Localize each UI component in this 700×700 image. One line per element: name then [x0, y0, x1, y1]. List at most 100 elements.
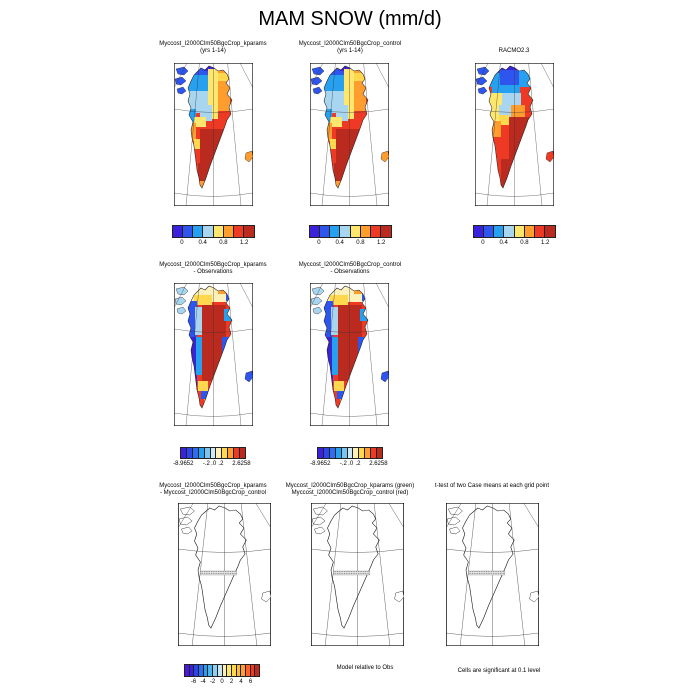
- colorbar-cell: [217, 665, 223, 676]
- colorbar-tick-label: -6: [190, 679, 197, 685]
- colorbar-cell: [222, 665, 228, 676]
- colorbar-cell: [199, 665, 204, 676]
- colorbar-tick-label: -2: [209, 679, 216, 685]
- colorbar-ticks-row3-1: -6 -4 -2 0 2 4 6: [184, 679, 260, 687]
- panel-title-row1-col1: Myccost_I2000Clm50BgcCrop_kparams (yrs 1-…: [159, 41, 266, 55]
- colorbar-tick-label: .2: [355, 461, 361, 467]
- colorbar-cell: [371, 226, 382, 237]
- colorbar-tick-label: .0: [348, 461, 354, 467]
- panel-title-row3-col2: Myccost_I2000Clm50BgcCrop_kparams (green…: [286, 483, 414, 497]
- colorbar-cell: [535, 226, 546, 237]
- colorbar-tick-label: 0: [220, 679, 224, 685]
- colorbar-ticks-row2-1: -8.9652 -.2.0.2 2.6258: [173, 461, 250, 469]
- colorbar-row1-2: [308, 225, 392, 238]
- panel-title-line: Myccost_I2000Clm50BgcCrop_control: [298, 41, 402, 47]
- colorbar-cell: [244, 226, 254, 237]
- colorbar-cell: [227, 665, 232, 676]
- colorbar-cell: [222, 448, 229, 458]
- colorbar-cell: [377, 448, 382, 458]
- figure-title: MAM SNOW (mm/d): [258, 8, 442, 30]
- colorbar-row2-1: [180, 447, 246, 459]
- panel-title-row3-col1: Myccost_I2000Clm50BgcCrop_kparams - Mycco…: [159, 483, 266, 497]
- colorbar-cell: [186, 448, 193, 458]
- colorbar-cell: [473, 226, 484, 237]
- panel-title-line: Myccost_I2000Clm50BgcCrop_kparams: [159, 41, 267, 47]
- colorbar-cell: [347, 448, 354, 458]
- map-row3-col1-outline: [178, 503, 271, 646]
- panel-title-line: Myccost_I2000Clm50BgcCrop_kparams (green…: [285, 483, 415, 489]
- panel-title-row2-col1: Myccost_I2000Clm50BgcCrop_kparams - Obser…: [159, 262, 266, 276]
- colorbar-cell: [182, 226, 193, 237]
- panel-title-line: - Myccost_I2000Clm50BgcCrop_control: [159, 490, 267, 496]
- colorbar-cell: [189, 665, 195, 676]
- map-row3-col3-outline: [446, 503, 539, 646]
- colorbar-cell: [204, 448, 211, 458]
- colorbar-tick-label: 0.8: [520, 240, 529, 246]
- colorbar-row3-1: [184, 664, 260, 677]
- colorbar-cell: [353, 448, 360, 458]
- colorbar-cell: [223, 226, 234, 237]
- colorbar-tick-label: 4: [239, 679, 243, 685]
- colorbar-cell: [381, 226, 391, 237]
- colorbar-cell: [210, 448, 217, 458]
- colorbar-cell: [181, 448, 187, 458]
- colorbar-tick-label: -4: [200, 679, 206, 685]
- panel-title-line: Myccost_I2000Clm50BgcCrop_control (red): [291, 490, 409, 496]
- panel-title-row3-col3: t-test of two Case means at each grid po…: [435, 483, 549, 490]
- colorbar-cell: [203, 665, 209, 676]
- colorbar-tick-label: .2: [218, 461, 224, 467]
- colorbar-tick-label: 0.8: [356, 240, 365, 246]
- colorbar-cell: [185, 665, 190, 676]
- colorbar-tick-label: 6: [248, 679, 253, 685]
- colorbar-cell: [234, 448, 241, 458]
- panel-title-line: Myccost_I2000Clm50BgcCrop_kparams: [159, 483, 267, 489]
- colorbar-tick-label: 0.4: [499, 240, 508, 246]
- map-row1-col3-racmo: [475, 63, 554, 206]
- colorbar-cell: [350, 226, 361, 237]
- panel-title-line: (yrs 1-14): [337, 48, 363, 54]
- colorbar-tick-label: 0.4: [335, 240, 344, 246]
- colorbar-tick-label: -.2: [202, 461, 210, 467]
- colorbar-tick-label: 0: [481, 240, 485, 246]
- map-row3-col2-outline: [311, 503, 404, 646]
- colorbar-cell: [329, 448, 336, 458]
- map-canvas: [178, 503, 271, 646]
- colorbar-cell: [545, 226, 555, 237]
- panel-title-row1-col2: Myccost_I2000Clm50BgcCrop_control (yrs 1-…: [299, 41, 401, 55]
- colorbar-tick-label: 1.2: [376, 240, 386, 246]
- colorbar-cell: [483, 226, 494, 237]
- colorbar-cell: [245, 665, 251, 676]
- caption-model-relative-to-obs: Model relative to Obs: [336, 665, 394, 671]
- colorbar-cell: [360, 226, 371, 237]
- colorbar-row1-1: [171, 225, 255, 238]
- map-row2-col1-diff: [174, 283, 253, 426]
- colorbar-tick-label: 0.4: [198, 240, 207, 246]
- colorbar-cell: [504, 226, 515, 237]
- colorbar-ticks-row1-3: 0 0.4 0.8 1.2: [473, 240, 556, 248]
- colorbar-cell: [335, 448, 342, 458]
- colorbar-ticks-row1-1: 0 0.4 0.8 1.2: [172, 240, 255, 248]
- colorbar-tick-label: 0: [317, 240, 321, 246]
- colorbar-cell: [240, 448, 245, 458]
- panel-title-line: (yrs 1-14): [200, 48, 226, 54]
- colorbar-cell: [250, 665, 256, 676]
- colorbar-cell: [319, 226, 330, 237]
- colorbar-cell: [231, 665, 237, 676]
- colorbar-cell: [193, 226, 204, 237]
- colorbar-cell: [198, 448, 205, 458]
- colorbar-cell: [330, 226, 341, 237]
- colorbar-cell: [323, 448, 330, 458]
- colorbar-tick-label: .0: [211, 461, 217, 467]
- colorbar-tick-label: 0: [180, 240, 184, 246]
- map-canvas: [310, 283, 389, 426]
- panel-title-line: - Observations: [330, 269, 370, 275]
- panel-title-line: Myccost_I2000Clm50BgcCrop_control: [298, 262, 402, 268]
- colorbar-tick-label: 2: [229, 679, 234, 685]
- colorbar-row2-2: [317, 447, 383, 459]
- colorbar-cell: [203, 226, 214, 237]
- map-row1-col1-model: [174, 63, 253, 206]
- panel-title-row1-col3: RACMO2.3: [499, 48, 530, 55]
- colorbar-cell: [216, 448, 223, 458]
- map-canvas: [475, 63, 554, 206]
